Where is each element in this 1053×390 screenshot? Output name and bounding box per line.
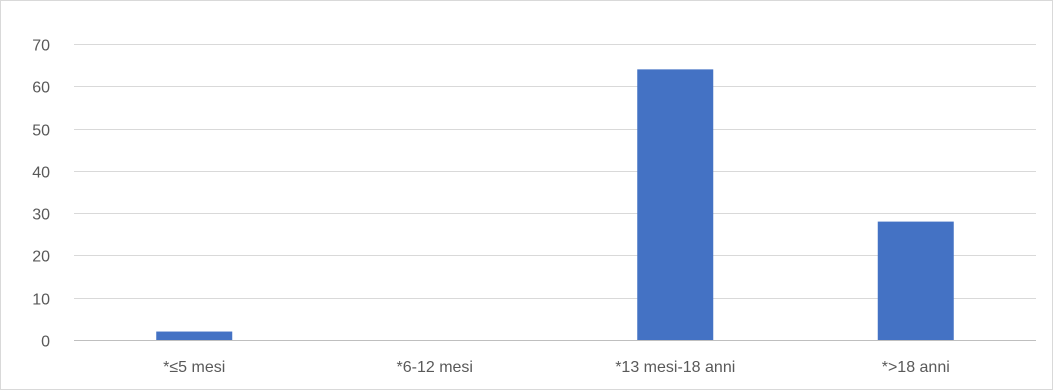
y-tick-label-20: 20 — [32, 249, 50, 266]
bar-0 — [156, 331, 233, 340]
y-tick-label-40: 40 — [32, 165, 50, 182]
y-tick-label-30: 30 — [32, 207, 50, 224]
x-tick-label-2: *13 mesi-18 anni — [615, 359, 735, 376]
x-tick-label-0: *≤5 mesi — [163, 359, 225, 376]
y-tick-label-60: 60 — [32, 80, 50, 97]
gridlines — [74, 44, 1036, 299]
bars — [156, 69, 954, 340]
bar-2 — [637, 69, 714, 340]
x-tick-label-1: *6-12 mesi — [397, 359, 473, 376]
y-tick-label-0: 0 — [41, 334, 50, 351]
y-tick-label-50: 50 — [32, 123, 50, 140]
y-tick-label-70: 70 — [32, 38, 50, 55]
y-tick-labels: 0 10 20 30 40 50 60 70 — [32, 38, 50, 351]
x-tick-labels: *≤5 mesi *6-12 mesi *13 mesi-18 anni *>18 a… — [163, 359, 950, 376]
bar-3 — [877, 221, 954, 340]
x-tick-label-3: *>18 anni — [882, 359, 950, 376]
y-tick-label-10: 10 — [32, 292, 50, 309]
